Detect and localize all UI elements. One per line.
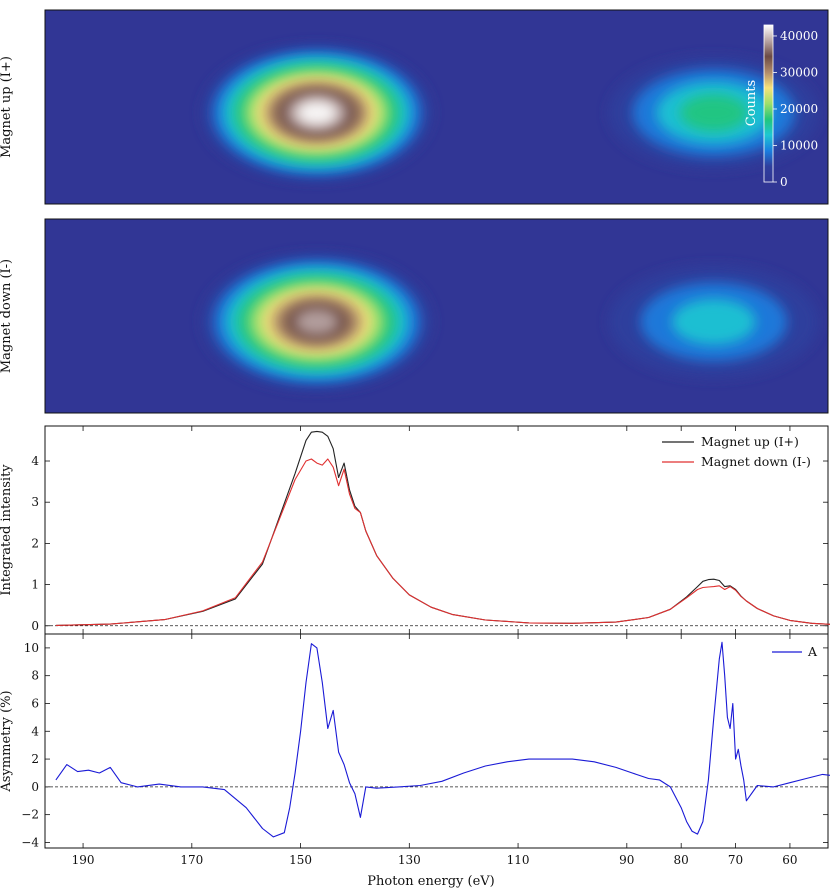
x-tick-label: 110 [507, 853, 530, 867]
intensity-panel: 0 1 2 3 4 Integrated intensity Magnet up (I+… [0, 425, 830, 635]
asymmetry-ylabel: Asymmetry (%) [0, 690, 14, 792]
intensity-ylabel: Integrated intensity [0, 464, 14, 596]
heatmap-blob-level [680, 94, 748, 132]
legend-label-asymmetry: A [807, 644, 818, 659]
y-tick-label: 1 [31, 578, 39, 592]
asymmetry-frame [44, 633, 829, 849]
colorbar-tick-label: 30000 [780, 65, 818, 79]
heatmap-up-panel: Magnet up (I+) 0 10000 20000 30000 40000 Cou… [0, 9, 829, 205]
heatmap-up-frame [44, 9, 829, 205]
intensity-legend: Magnet up (I+) Magnet down (I-) [662, 434, 811, 469]
series-line-1 [55, 458, 830, 626]
colorbar-tick-label: 20000 [780, 102, 818, 116]
y-tick-label: 0 [31, 780, 39, 794]
colorbar-gradient [763, 24, 774, 183]
heatmap-blob-level [296, 100, 338, 126]
y-tick-label: 8 [31, 669, 39, 683]
series-line-0 [55, 641, 830, 838]
colorbar-tick-label: 40000 [780, 29, 818, 43]
colorbar-tick-label: 0 [780, 175, 788, 189]
intensity-frame [44, 425, 829, 635]
heatmap-blob-level [295, 308, 339, 335]
intensity-axes: 0 1 2 3 4 [31, 426, 828, 634]
x-tick-label: 60 [782, 853, 797, 867]
legend-label-down: Magnet down (I-) [701, 454, 811, 469]
heatmap-down-panel: Magnet down (I-) [0, 218, 829, 414]
heatmap-blob-level [672, 299, 756, 345]
heatmap-up-ylabel: Magnet up (I+) [0, 56, 14, 158]
heatmap-down-ylabel: Magnet down (I-) [0, 259, 14, 373]
x-tick-label: 150 [289, 853, 312, 867]
legend-label-up: Magnet up (I+) [701, 434, 799, 449]
colorbar-tick-label: 10000 [780, 138, 818, 152]
y-tick-label: 4 [31, 724, 39, 738]
asymmetry-panel: −4 −2 0 2 4 6 8 10 190 170 150 130 110 90 80 70 60 Asymm… [0, 633, 830, 889]
x-axis-label: Photon energy (eV) [367, 874, 495, 889]
y-tick-label: 2 [31, 752, 39, 766]
y-tick-label: −4 [21, 835, 39, 849]
x-tick-label: 70 [728, 853, 743, 867]
intensity-series [55, 430, 830, 626]
x-tick-label: 170 [180, 853, 203, 867]
y-tick-label: 3 [31, 495, 39, 509]
y-tick-label: 4 [31, 454, 39, 468]
colorbar-label: Counts [744, 80, 759, 126]
y-tick-label: 10 [24, 641, 39, 655]
asymmetry-legend: A [772, 644, 818, 659]
x-tick-label: 80 [674, 853, 689, 867]
y-tick-label: −2 [21, 808, 39, 822]
heatmap-down-blobs [201, 253, 819, 390]
heatmap-down-frame [44, 218, 829, 414]
x-tick-label: 130 [398, 853, 421, 867]
x-tick-label: 190 [72, 853, 95, 867]
y-tick-label: 6 [31, 696, 39, 710]
heatmap-up-blobs [201, 44, 819, 181]
asymmetry-axes: −4 −2 0 2 4 6 8 10 190 170 150 130 110 90 80 70 60 [21, 634, 828, 867]
y-tick-label: 2 [31, 536, 39, 550]
colorbar: 0 10000 20000 30000 40000 Counts [744, 24, 818, 189]
x-tick-label: 90 [619, 853, 634, 867]
asymmetry-series [55, 641, 830, 838]
y-tick-label: 0 [31, 619, 39, 633]
colorbar-ticks: 0 10000 20000 30000 40000 [773, 29, 818, 189]
